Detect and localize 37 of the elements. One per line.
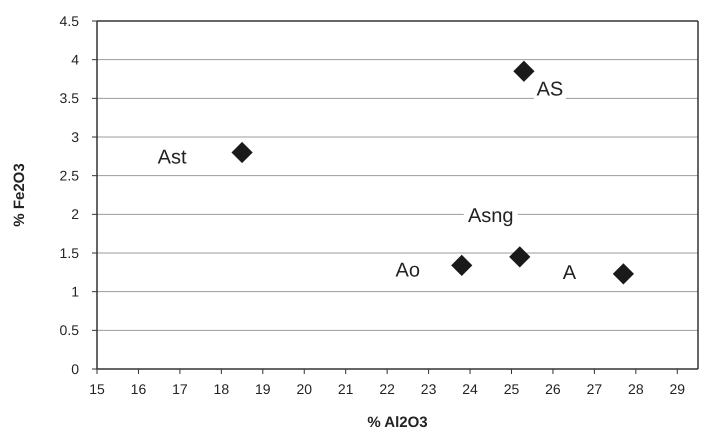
x-tick-label: 21 [338, 381, 354, 397]
y-tick-label: 1.5 [60, 244, 80, 261]
x-tick-label: 22 [379, 381, 396, 397]
x-tick-label: 29 [669, 381, 686, 397]
y-tick-label: 2 [71, 206, 80, 222]
x-tick-label: 15 [89, 381, 105, 397]
y-tick-label: 1 [71, 284, 80, 300]
y-tick-label: 4.5 [60, 12, 80, 29]
y-tick-label: 0 [71, 360, 80, 377]
x-tick-label: 25 [504, 381, 520, 397]
point [509, 246, 530, 268]
point [451, 254, 472, 276]
y-tick-label: 4 [71, 52, 80, 68]
y-tick-label: 2.5 [60, 168, 80, 184]
x-tick-label: 16 [130, 381, 146, 397]
series-label: AS [536, 78, 564, 100]
point [231, 142, 253, 164]
x-tick-label: 27 [586, 381, 602, 397]
point [513, 60, 535, 82]
x-tick-label: 20 [296, 381, 312, 397]
x-tick-label: 28 [628, 381, 644, 397]
text: Ast [158, 146, 187, 168]
series-label: Asng [468, 204, 514, 227]
x-tick-label: 26 [545, 381, 561, 397]
series-label: A [562, 262, 577, 284]
x-tick-label: 19 [255, 381, 271, 397]
y-axis-title: % Fe2O3 [11, 163, 28, 227]
x-tick-label: 18 [214, 381, 230, 397]
y-tick-label: 0.5 [60, 322, 80, 338]
x-tick-label: 23 [420, 381, 437, 397]
series-label: Ao [396, 259, 420, 282]
x-tick-label: 24 [462, 381, 478, 397]
point [612, 263, 634, 284]
y-tick-label: 3.5 [60, 90, 80, 106]
y-tick-label: 3 [71, 128, 80, 145]
x-tick-label: 17 [172, 381, 188, 397]
x-axis-title: % Al2O3 [367, 414, 428, 431]
